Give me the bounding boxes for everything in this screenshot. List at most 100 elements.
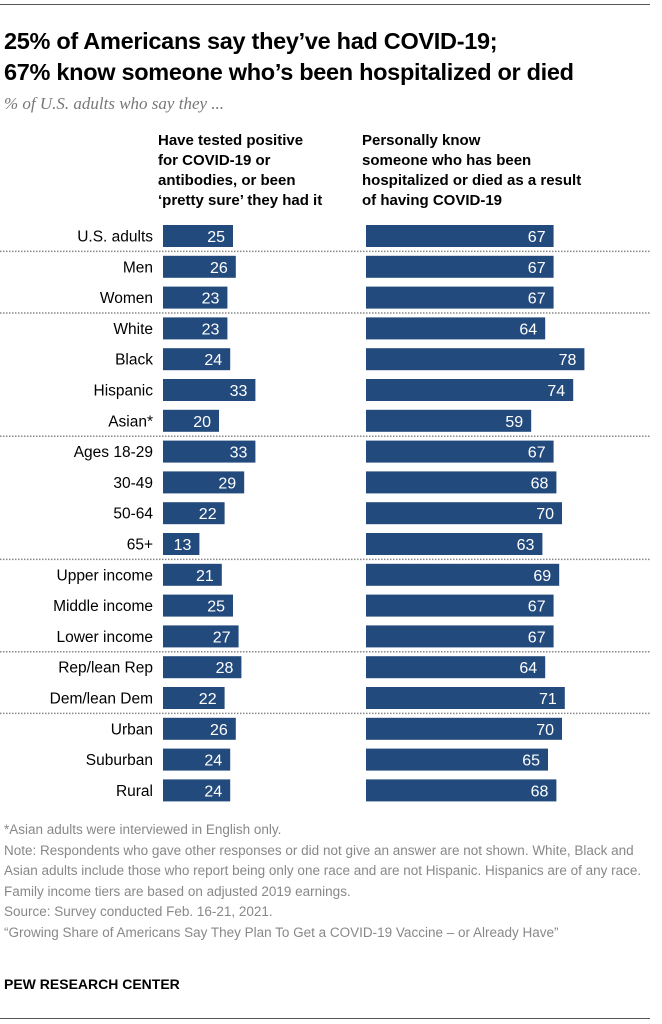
bar	[366, 317, 546, 340]
category-label: White	[113, 321, 153, 338]
data-label: 13	[174, 537, 192, 554]
data-label: 22	[199, 691, 217, 708]
header-line: for COVID-19 or	[158, 152, 271, 169]
bar	[163, 255, 236, 278]
category-label: Men	[123, 259, 153, 276]
data-label: 78	[559, 352, 577, 369]
data-label: 63	[517, 537, 535, 554]
data-label: 67	[528, 291, 546, 308]
data-label: 70	[536, 722, 554, 739]
bar	[163, 286, 228, 309]
column-header-know-someone: Personally know someone who has been hos…	[362, 131, 581, 211]
title-line: 25% of Americans say they’ve had COVID-1…	[4, 28, 498, 54]
data-label: 33	[230, 445, 248, 462]
data-label: 67	[528, 445, 546, 462]
category-label: Ages 18-29	[74, 444, 153, 461]
data-label: 68	[531, 475, 549, 492]
bar	[366, 533, 543, 555]
brand-logo-text: PEW RESEARCH CENTER	[4, 976, 180, 992]
bar	[366, 379, 574, 401]
bar	[366, 656, 546, 679]
data-label: 74	[547, 383, 565, 400]
data-label: 67	[528, 599, 546, 616]
category-label: Lower income	[57, 629, 154, 646]
data-label: 68	[531, 783, 549, 800]
category-label: 50-64	[113, 506, 153, 523]
data-label: 70	[536, 506, 554, 523]
bar	[366, 563, 560, 586]
bar	[366, 286, 554, 309]
bar	[163, 348, 231, 371]
data-label: 20	[193, 414, 211, 431]
data-label: 67	[528, 260, 546, 277]
bar	[163, 379, 256, 401]
category-label: Suburban	[86, 752, 153, 769]
footnotes: *Asian adults were interviewed in Englis…	[4, 820, 654, 943]
footnote-report-title: “Growing Share of Americans Say They Pla…	[4, 924, 559, 940]
header-line: someone who has been	[362, 152, 532, 169]
category-label: U.S. adults	[77, 229, 153, 246]
data-label: 26	[210, 260, 228, 277]
chart-title: 25% of Americans say they’ve had COVID-1…	[4, 26, 574, 88]
data-label: 26	[210, 722, 228, 739]
chart-subtitle: % of U.S. adults who say they ...	[4, 94, 225, 113]
data-label: 25	[207, 229, 225, 246]
bar	[366, 502, 562, 525]
bar	[163, 533, 200, 555]
bar	[366, 717, 562, 740]
bar	[163, 779, 231, 802]
bar	[163, 563, 222, 586]
data-label: 24	[204, 352, 222, 369]
bar	[163, 625, 239, 648]
data-label: 24	[204, 753, 222, 770]
bar	[366, 225, 554, 247]
bar	[366, 409, 532, 432]
data-label: 69	[533, 568, 551, 585]
header-line: of having COVID-19	[362, 192, 503, 209]
category-label: Women	[100, 290, 153, 307]
data-label: 27	[213, 629, 231, 646]
footnote-source: Source: Survey conducted Feb. 16-21, 202…	[4, 904, 273, 919]
category-label: Asian*	[108, 413, 153, 430]
category-label: Dem/lean Dem	[50, 691, 153, 708]
bar	[163, 717, 236, 740]
bar	[163, 440, 256, 463]
data-label: 71	[539, 691, 557, 708]
bar	[366, 687, 565, 709]
bar	[366, 779, 557, 802]
header-line: antibodies, or been	[158, 172, 296, 189]
title-line: 67% know someone who’s been hospitalized…	[4, 59, 574, 85]
data-label: 23	[202, 291, 220, 308]
category-label: 30-49	[113, 475, 153, 492]
footnote-asian: *Asian adults were interviewed in Englis…	[4, 822, 282, 837]
data-label: 33	[230, 383, 248, 400]
bar	[366, 255, 554, 278]
header-line: hospitalized or died as a result	[362, 172, 582, 189]
category-label: Rural	[116, 783, 153, 800]
bar	[163, 502, 225, 525]
data-label: 64	[519, 660, 537, 677]
category-label: Middle income	[53, 598, 153, 615]
data-label: 67	[528, 229, 546, 246]
header-line: Personally know	[362, 132, 481, 149]
category-label: Rep/lean Rep	[58, 660, 153, 677]
bar	[163, 594, 233, 617]
data-label: 64	[519, 321, 537, 338]
category-label: Black	[115, 352, 153, 369]
header-line: Have tested positive	[158, 132, 304, 149]
bar	[163, 409, 219, 432]
data-label: 59	[505, 414, 523, 431]
category-label: Hispanic	[94, 383, 154, 400]
bar	[366, 748, 548, 771]
bar	[163, 687, 225, 709]
bar	[163, 748, 231, 771]
data-label: 22	[199, 506, 217, 523]
bar	[163, 471, 245, 494]
bar	[366, 625, 554, 648]
data-label: 28	[216, 660, 234, 677]
bar	[163, 317, 228, 340]
column-header-tested-positive: Have tested positive for COVID-19 or ant…	[158, 131, 322, 211]
bar	[366, 594, 554, 617]
